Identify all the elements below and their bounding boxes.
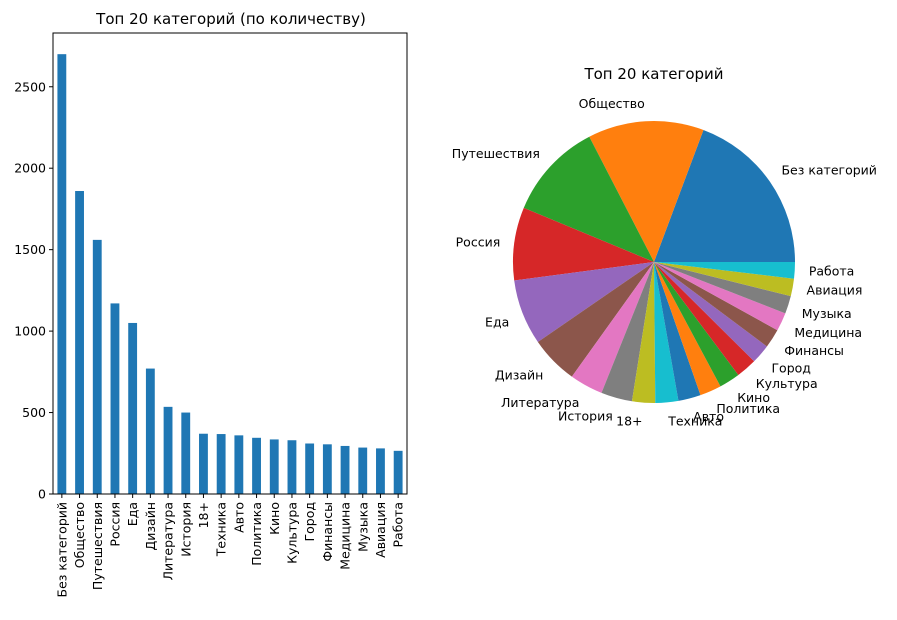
pie-label: Без категорий [781,163,876,178]
pie-slice [514,262,654,342]
pie-label: Авиация [807,283,863,298]
pie-slice [631,262,656,403]
x-tick-label: Авиация [373,502,388,558]
y-tick-label: 2500 [14,79,46,94]
pie-slice [589,120,704,262]
x-tick-label: Общество [72,502,87,568]
pie-label: Еда [485,315,509,330]
pie-label: Город [771,360,811,375]
x-tick-label: Литература [161,502,176,580]
pie-label: Техника [667,413,722,428]
x-tick-label: Дизайн [143,502,158,551]
pie-slice [537,262,654,377]
pie-label: 18+ [616,414,642,429]
pie-slice [654,262,795,279]
pie-label: Дизайн [495,368,544,383]
x-tick-label: Культура [284,502,299,564]
pie-label: Россия [456,234,501,249]
pie-slice [654,262,721,396]
pie-slice [654,262,739,387]
pie-slice [654,262,755,375]
pie-label: Кино [737,390,770,405]
pie-slice [654,262,778,347]
bar [340,445,350,494]
bar [393,450,403,494]
x-tick-label: Финансы [320,502,335,562]
pie-label: Политика [716,401,780,416]
pie-slice [513,207,654,281]
y-tick-label: 1000 [14,324,46,339]
pie-label: Путешествия [452,146,540,161]
bar [181,412,191,494]
bar [322,444,332,494]
bar [252,437,261,494]
x-tick-label: Россия [107,502,122,547]
pie-label: Работа [809,264,855,279]
x-tick-label: История [178,502,193,557]
pie-slice [601,262,654,402]
pie-slice [523,136,654,262]
x-tick-label: Кино [267,502,282,535]
bar [376,448,385,494]
bar [128,322,138,494]
pie-labels: Без категорий Общество Путешествия Россия Ед… [452,96,877,429]
pie-chart: Топ 20 категорий Без категорий Общество Пу… [452,65,877,429]
pie-slice [654,262,791,314]
bar-plot-frame [52,32,408,495]
bar [199,433,208,494]
pie-label: Культура [756,376,818,391]
bar [269,439,279,494]
pie-slice [654,262,767,362]
y-tick-label: 500 [22,405,46,420]
y-tick-label: 2000 [14,161,46,176]
pie-label: Литература [501,395,579,410]
pie-label: История [558,409,613,424]
bar [57,54,67,495]
pie-label: Финансы [784,343,844,358]
x-tick-label: 18+ [196,502,211,528]
bar [305,443,315,494]
bar [92,239,102,494]
bar [287,440,297,494]
y-tick-label: 1500 [14,242,46,257]
y-tick-label: 0 [38,487,46,502]
x-tick-label: Город [302,502,317,542]
bar [216,434,226,494]
bar [163,406,173,494]
pie-slice [654,262,701,401]
pie-label: Общество [579,96,645,111]
x-tick-label: Техника [214,502,229,557]
pie-label: Авто [693,409,724,424]
bar-y-axis: 0 500 1000 1500 2000 2500 [14,79,53,502]
x-tick-label: Политика [249,502,264,566]
x-tick-label: Без категорий [54,502,69,597]
x-tick-label: Авто [231,502,246,533]
bar-chart: Топ 20 категорий (по количеству) 0 500 100… [14,10,408,597]
pie-slice [571,262,654,393]
bar [145,368,155,494]
bar-x-axis: Без категорий Общество Путешествия Россия Ед… [54,494,406,597]
pie-slice [654,129,795,262]
pie-chart-title: Топ 20 категорий [583,65,723,83]
bar-marks [57,54,403,495]
bar [358,447,368,494]
bar-chart-title: Топ 20 категорий (по количеству) [95,10,366,28]
bar [75,191,84,494]
pie-label: Медицина [794,325,862,340]
pie-slice [654,262,786,331]
bar [234,435,244,494]
x-tick-label: Музыка [355,502,370,552]
x-tick-label: Медицина [338,502,353,570]
pie-slice [654,262,679,403]
x-tick-label: Работа [391,502,406,548]
pie-slices [513,120,795,403]
pie-label: Музыка [802,306,852,321]
x-tick-label: Путешествия [90,502,105,590]
bar [110,303,120,494]
pie-slice [654,262,795,297]
x-tick-label: Еда [125,502,140,526]
